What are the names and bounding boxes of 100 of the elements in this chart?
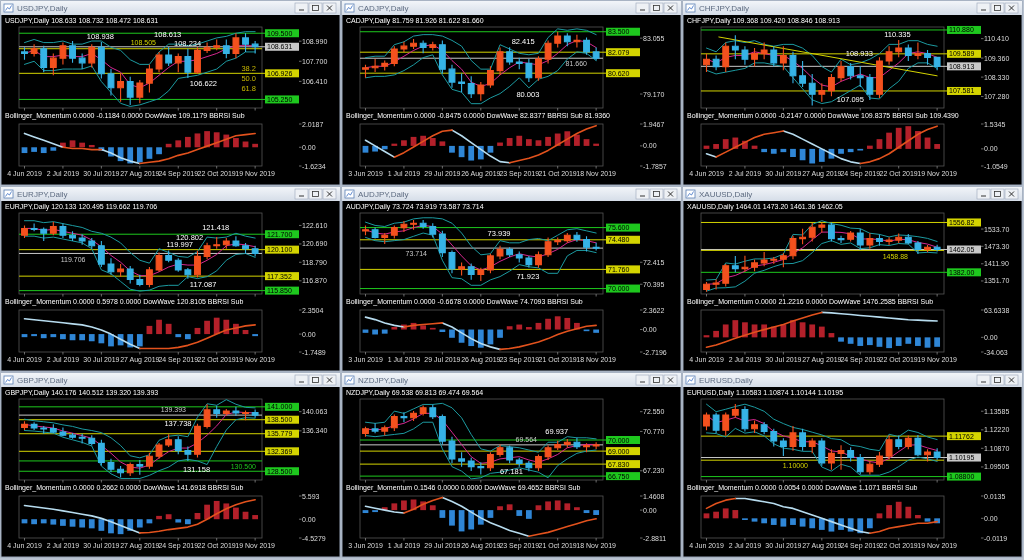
bar — [156, 147, 162, 155]
bar — [554, 316, 561, 330]
candlestick — [362, 426, 369, 438]
candlestick — [97, 41, 105, 79]
candlestick — [165, 250, 173, 263]
candlestick — [760, 251, 768, 267]
line-series — [23, 51, 256, 107]
line-series — [23, 399, 256, 459]
bar — [818, 148, 825, 162]
chart-title: AUDJPY,Daily — [358, 190, 409, 199]
bar — [761, 518, 768, 524]
candlestick — [78, 233, 86, 246]
candlestick — [390, 413, 398, 432]
bar — [79, 334, 86, 341]
candlestick — [885, 45, 893, 66]
candlestick — [448, 436, 456, 464]
bar — [799, 518, 806, 527]
bar — [713, 330, 719, 338]
bar — [857, 337, 864, 346]
candlestick — [21, 224, 28, 239]
candlestick — [592, 441, 600, 450]
bar — [420, 325, 427, 330]
candlestick — [885, 236, 893, 246]
candlestick — [592, 47, 600, 62]
line-series — [23, 417, 256, 479]
candlestick — [486, 253, 494, 274]
bar — [21, 147, 28, 154]
bar — [895, 127, 902, 149]
bar — [108, 334, 114, 347]
candlestick — [232, 406, 240, 417]
candlestick — [818, 82, 826, 103]
candlestick — [213, 405, 221, 419]
bar — [506, 504, 513, 511]
candlestick — [847, 446, 855, 463]
line-series — [364, 28, 597, 70]
candlestick — [88, 434, 96, 447]
candlestick — [107, 257, 115, 276]
candlestick — [583, 442, 590, 453]
bar — [895, 501, 902, 519]
candlestick — [760, 41, 768, 60]
candlestick — [203, 42, 211, 54]
candlestick — [525, 58, 533, 83]
bar — [780, 518, 787, 527]
line-series — [705, 40, 938, 73]
candlestick — [818, 222, 826, 233]
candlestick — [904, 233, 912, 245]
candlestick — [165, 46, 173, 67]
candlestick — [203, 403, 211, 430]
candlestick — [731, 255, 739, 273]
bar — [50, 519, 57, 525]
line-series — [364, 421, 597, 480]
candlestick — [924, 448, 931, 463]
candlestick — [876, 56, 883, 99]
line-series — [23, 504, 141, 534]
candlestick — [895, 39, 903, 58]
line-series — [705, 220, 938, 281]
candlestick — [59, 223, 67, 239]
candlestick — [390, 224, 398, 240]
candlestick — [486, 451, 494, 472]
bar — [60, 519, 66, 526]
candlestick — [904, 43, 912, 62]
bar — [574, 507, 580, 511]
candlestick — [59, 42, 67, 65]
candlestick — [213, 236, 221, 250]
candlestick — [573, 231, 581, 243]
candlestick — [242, 32, 249, 53]
bar — [449, 329, 455, 338]
bar — [525, 510, 532, 519]
bar — [866, 145, 873, 149]
bar — [761, 148, 768, 153]
line-series — [821, 311, 938, 322]
candlestick — [808, 437, 816, 454]
bar — [770, 518, 777, 525]
candlestick — [496, 245, 504, 260]
candlestick — [583, 36, 590, 56]
candlestick — [184, 48, 192, 79]
candlestick — [847, 230, 855, 243]
bar — [233, 507, 239, 520]
candlestick — [371, 422, 379, 434]
chart-title: XAUUSD,Daily — [699, 190, 753, 199]
bar — [770, 148, 777, 154]
candlestick — [525, 460, 533, 472]
candlestick — [770, 256, 778, 265]
candlestick — [410, 219, 417, 231]
candlestick — [242, 242, 249, 255]
candlestick — [799, 428, 807, 452]
bar — [866, 337, 873, 346]
bar — [545, 136, 551, 146]
bar — [593, 143, 600, 146]
chart-title: EURJPY,Daily — [17, 190, 68, 199]
bar — [184, 334, 191, 340]
candlestick — [712, 54, 720, 71]
bar — [69, 519, 76, 527]
candlestick — [49, 423, 57, 434]
line-series — [139, 324, 256, 350]
candlestick — [827, 73, 835, 97]
line-series — [705, 311, 823, 349]
candlestick — [88, 43, 96, 69]
bar — [545, 318, 551, 330]
candlestick — [506, 246, 514, 258]
